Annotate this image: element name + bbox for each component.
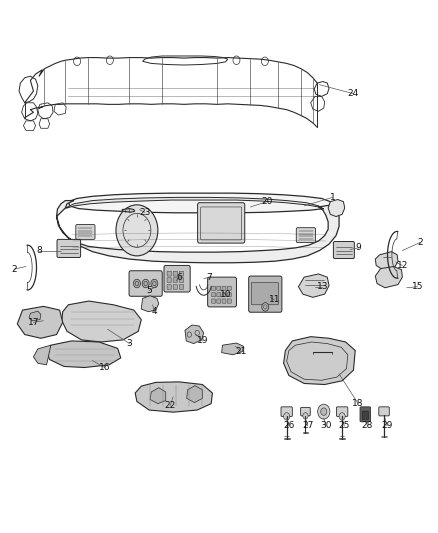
FancyBboxPatch shape [173, 285, 177, 289]
FancyBboxPatch shape [222, 293, 226, 297]
Text: 13: 13 [317, 282, 328, 291]
FancyBboxPatch shape [296, 228, 315, 243]
FancyBboxPatch shape [212, 293, 215, 297]
FancyBboxPatch shape [227, 299, 231, 303]
Text: 2: 2 [11, 265, 17, 273]
FancyBboxPatch shape [179, 271, 184, 276]
Polygon shape [57, 200, 339, 263]
FancyBboxPatch shape [173, 271, 177, 276]
Text: 27: 27 [302, 422, 313, 431]
Circle shape [339, 413, 345, 420]
FancyBboxPatch shape [208, 277, 237, 307]
Polygon shape [375, 266, 403, 288]
FancyBboxPatch shape [212, 299, 215, 303]
Polygon shape [62, 301, 141, 342]
Text: 29: 29 [381, 422, 393, 431]
Text: 15: 15 [412, 282, 424, 291]
Text: 30: 30 [320, 422, 332, 431]
FancyBboxPatch shape [212, 286, 215, 290]
Circle shape [303, 413, 308, 419]
Polygon shape [122, 208, 135, 212]
Circle shape [284, 413, 290, 420]
FancyBboxPatch shape [179, 285, 184, 289]
Polygon shape [68, 193, 332, 213]
Text: 23: 23 [139, 208, 151, 217]
Polygon shape [222, 343, 244, 355]
FancyBboxPatch shape [217, 293, 221, 297]
FancyBboxPatch shape [164, 265, 190, 292]
FancyBboxPatch shape [217, 286, 221, 290]
FancyBboxPatch shape [198, 203, 245, 243]
FancyBboxPatch shape [281, 407, 292, 416]
Polygon shape [65, 197, 324, 209]
FancyBboxPatch shape [173, 278, 177, 282]
Text: 11: 11 [268, 295, 280, 304]
FancyBboxPatch shape [217, 299, 221, 303]
Text: 18: 18 [352, 399, 364, 408]
FancyBboxPatch shape [336, 407, 348, 416]
FancyBboxPatch shape [379, 407, 389, 416]
FancyBboxPatch shape [222, 299, 226, 303]
Text: 26: 26 [283, 422, 294, 431]
FancyBboxPatch shape [179, 278, 184, 282]
Polygon shape [298, 274, 329, 297]
Text: 25: 25 [339, 422, 350, 431]
Text: 19: 19 [197, 336, 208, 345]
Text: 7: 7 [206, 273, 212, 281]
Polygon shape [375, 252, 398, 270]
Text: 28: 28 [362, 422, 373, 431]
Circle shape [321, 408, 327, 415]
Text: 22: 22 [165, 401, 176, 410]
FancyBboxPatch shape [167, 285, 171, 289]
Polygon shape [141, 296, 159, 312]
Circle shape [151, 279, 158, 288]
Polygon shape [150, 387, 166, 403]
FancyBboxPatch shape [167, 278, 171, 282]
FancyBboxPatch shape [251, 282, 279, 305]
Text: 21: 21 [235, 347, 247, 356]
Polygon shape [185, 325, 204, 344]
Text: 4: 4 [152, 307, 157, 316]
Polygon shape [284, 337, 355, 384]
Text: 12: 12 [397, 261, 408, 270]
Text: 8: 8 [36, 246, 42, 255]
Circle shape [142, 279, 149, 288]
Circle shape [318, 404, 330, 419]
FancyBboxPatch shape [360, 407, 371, 422]
FancyBboxPatch shape [76, 224, 95, 239]
FancyBboxPatch shape [362, 411, 368, 419]
FancyBboxPatch shape [167, 271, 171, 276]
FancyBboxPatch shape [129, 271, 162, 296]
Circle shape [262, 303, 269, 311]
FancyBboxPatch shape [57, 239, 81, 257]
Polygon shape [46, 341, 121, 368]
Circle shape [116, 205, 158, 256]
FancyBboxPatch shape [249, 276, 282, 312]
Polygon shape [17, 306, 63, 338]
Polygon shape [135, 382, 212, 412]
Text: 10: 10 [220, 290, 232, 299]
Text: 3: 3 [127, 339, 132, 348]
Circle shape [134, 279, 141, 288]
FancyBboxPatch shape [333, 241, 354, 259]
Text: 6: 6 [176, 273, 182, 281]
Polygon shape [187, 385, 202, 402]
Text: 1: 1 [330, 193, 336, 202]
FancyBboxPatch shape [222, 286, 226, 290]
Text: 24: 24 [348, 89, 359, 98]
Text: 9: 9 [356, 244, 362, 253]
FancyBboxPatch shape [227, 293, 231, 297]
Text: 5: 5 [146, 286, 152, 295]
Text: 2: 2 [417, 238, 423, 247]
Polygon shape [328, 199, 345, 216]
Text: 16: 16 [99, 363, 110, 372]
Text: 17: 17 [28, 318, 39, 327]
FancyBboxPatch shape [227, 286, 231, 290]
Text: 20: 20 [261, 197, 273, 206]
Polygon shape [29, 311, 41, 321]
FancyBboxPatch shape [300, 407, 310, 416]
Polygon shape [33, 345, 51, 365]
